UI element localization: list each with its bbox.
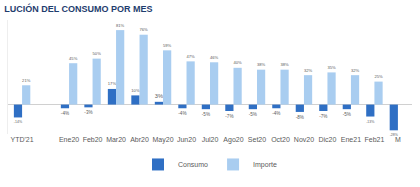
svg-text:May20: May20 — [153, 136, 174, 144]
svg-text:Importe: Importe — [253, 161, 277, 169]
svg-text:Dic20: Dic20 — [318, 136, 336, 143]
svg-text:76%: 76% — [140, 27, 149, 32]
svg-text:-8%: -8% — [296, 115, 304, 120]
svg-text:3%: 3% — [155, 93, 163, 99]
svg-text:32%: 32% — [304, 68, 313, 73]
svg-text:Feb21: Feb21 — [364, 136, 384, 143]
svg-text:59%: 59% — [163, 43, 172, 48]
svg-text:47%: 47% — [187, 54, 196, 59]
svg-text:Ene20: Ene20 — [59, 136, 79, 143]
svg-text:Oct20: Oct20 — [271, 136, 290, 143]
svg-text:-5%: -5% — [249, 112, 257, 117]
svg-text:-7%: -7% — [319, 114, 327, 119]
svg-text:LUCIÓN DEL CONSUMO POR MES: LUCIÓN DEL CONSUMO POR MES — [4, 3, 152, 14]
svg-text:50%: 50% — [93, 51, 102, 56]
svg-text:-14%: -14% — [14, 120, 22, 124]
svg-text:81%: 81% — [116, 23, 125, 28]
svg-text:-4%: -4% — [61, 111, 69, 116]
svg-text:-3%: -3% — [84, 110, 92, 115]
svg-text:-4%: -4% — [178, 111, 186, 116]
svg-text:45%: 45% — [69, 56, 78, 61]
svg-text:Consumo: Consumo — [178, 161, 208, 168]
svg-text:Jul20: Jul20 — [202, 136, 219, 143]
svg-text:Nov20: Nov20 — [294, 136, 314, 143]
svg-text:25%: 25% — [374, 74, 383, 79]
svg-text:Set20: Set20 — [248, 136, 266, 143]
svg-text:-28%: -28% — [390, 133, 398, 137]
svg-text:-4%: -4% — [272, 111, 280, 116]
svg-text:Ago20: Ago20 — [223, 136, 243, 144]
svg-text:Feb20: Feb20 — [83, 136, 103, 143]
svg-text:-5%: -5% — [202, 112, 210, 117]
svg-text:YTD'21: YTD'21 — [11, 136, 34, 143]
svg-text:-5%: -5% — [343, 112, 351, 117]
svg-text:40%: 40% — [233, 60, 242, 65]
svg-text:21%: 21% — [22, 78, 31, 83]
svg-text:38%: 38% — [257, 62, 266, 67]
svg-text:Mar20: Mar20 — [106, 136, 126, 143]
svg-text:-7%: -7% — [225, 114, 233, 119]
svg-text:Jun20: Jun20 — [177, 136, 196, 143]
svg-text:46%: 46% — [210, 55, 219, 60]
svg-text:-13%: -13% — [366, 120, 374, 124]
svg-text:M: M — [395, 136, 401, 143]
svg-text:Ene21: Ene21 — [341, 136, 361, 143]
svg-text:35%: 35% — [327, 65, 336, 70]
svg-text:38%: 38% — [280, 62, 289, 67]
svg-text:10%: 10% — [131, 88, 140, 93]
svg-text:Abr20: Abr20 — [130, 136, 149, 143]
svg-text:17%: 17% — [108, 81, 117, 86]
svg-text:32%: 32% — [351, 68, 360, 73]
